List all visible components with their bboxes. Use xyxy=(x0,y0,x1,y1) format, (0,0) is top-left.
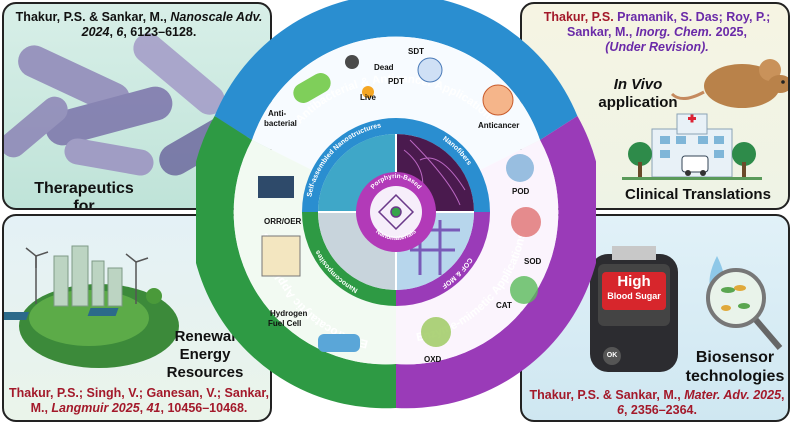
mouse-hospital-illustration xyxy=(622,59,788,180)
label-cat: CAT xyxy=(496,301,512,310)
label-pdt: PDT xyxy=(388,77,404,86)
glucose-meter-illustration xyxy=(590,246,783,372)
label-dead: Dead xyxy=(374,63,394,72)
label-antibacterial-1: Anti- xyxy=(268,109,287,118)
green-city-illustration xyxy=(4,245,179,368)
bacteria-illustration xyxy=(4,33,259,176)
label-hydrogen-2: Fuel Cell xyxy=(268,319,301,328)
meter-display: High Blood Sugar xyxy=(607,273,661,302)
label-orr-oer: ORR/OER xyxy=(264,217,302,226)
label-hydrogen-1: Hydrogen xyxy=(270,309,307,318)
citation-bl: Thakur, P.S.; Singh, V.; Ganesan, V.; Sa… xyxy=(8,386,270,415)
citation-br: Thakur, P.S. & Sankar, M., Mater. Adv. 2… xyxy=(529,388,785,417)
ring-segment-enzyme xyxy=(396,116,596,409)
label-invivo: In Vivo application xyxy=(598,76,678,111)
porphyrin-icon xyxy=(377,193,415,231)
label-therapeutics: Therapeutics forAMR xyxy=(34,180,134,210)
ring-segment-electrocatalytic xyxy=(196,116,396,409)
label-pod: POD xyxy=(512,187,530,196)
label-antibacterial-2: bacterial xyxy=(264,119,297,128)
panel-biosensor: High Blood Sugar OK Biosensor technologie… xyxy=(520,214,790,422)
ring-segment-antibacterial xyxy=(214,0,578,140)
label-biosensor: Biosensor technologies xyxy=(685,349,785,385)
central-wheel: Antibacterial & Anticancer Applications … xyxy=(196,0,596,409)
enzyme-illustration xyxy=(421,154,541,347)
label-live: Live xyxy=(360,93,377,102)
label-sdt: SDT xyxy=(408,47,424,56)
meter-ok-button: OK xyxy=(606,352,618,359)
label-renewal: Renewal Energy Resources xyxy=(166,328,244,381)
label-clinical: Clinical Translations xyxy=(625,186,771,203)
label-anticancer: Anticancer xyxy=(478,121,519,130)
electrocatalytic-illustration xyxy=(258,176,360,352)
label-oxd: OXD xyxy=(424,355,442,364)
antibacterial-illustration xyxy=(293,55,514,116)
citation-tr: Thakur, P.S. Pramanik, S. Das; Roy, P.; … xyxy=(543,10,771,54)
citation-tl: Thakur, P.S. & Sankar, M., Nanoscale Adv… xyxy=(15,10,263,39)
label-sod: SOD xyxy=(524,257,542,266)
